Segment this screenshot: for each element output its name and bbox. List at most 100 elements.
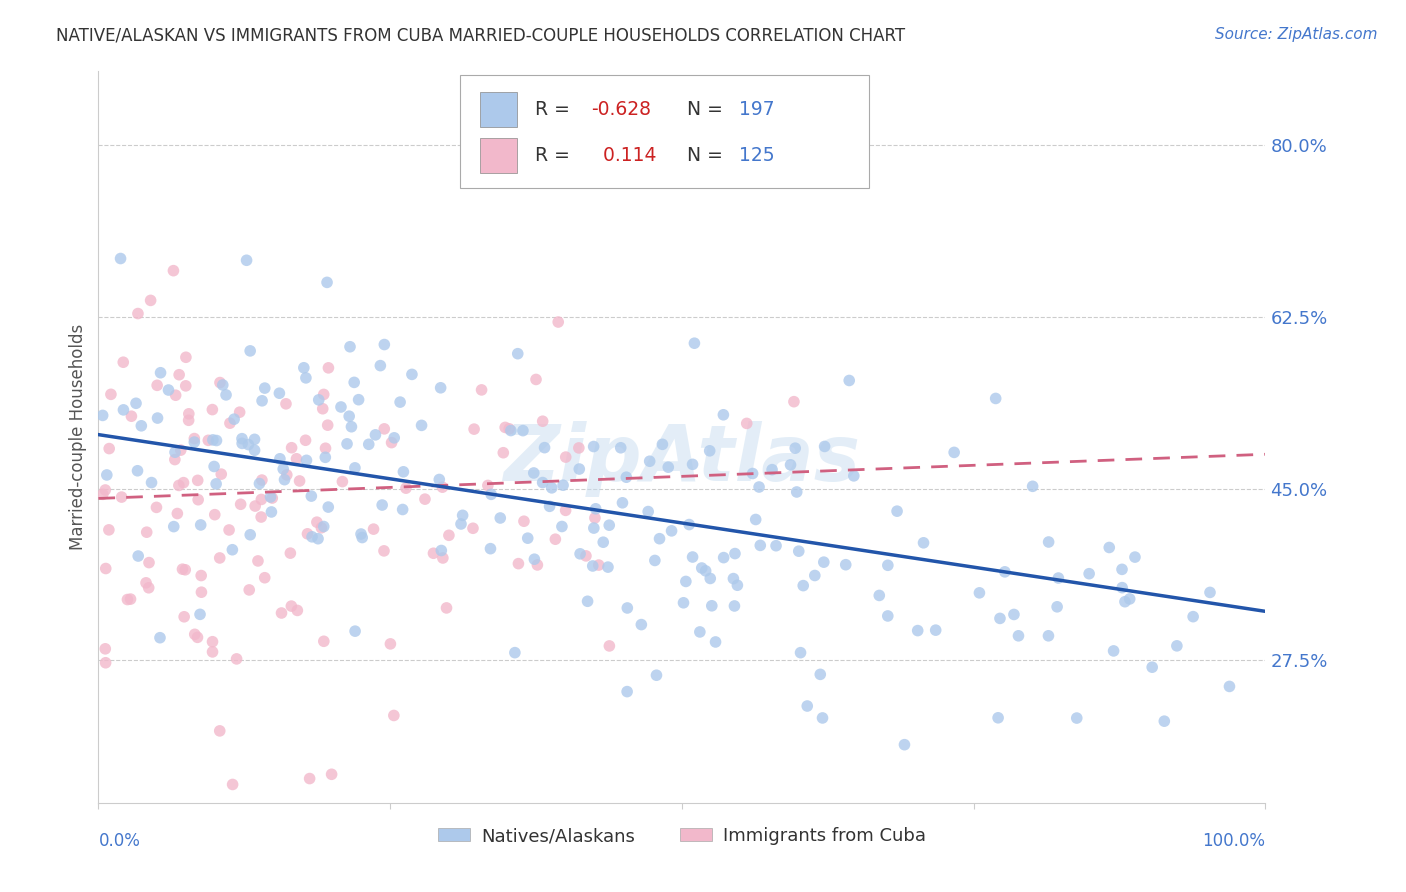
- Point: [1140, 660, 1163, 674]
- Point: [648, 532, 671, 546]
- Point: [231, 436, 253, 450]
- Point: [246, 554, 269, 568]
- Point: [699, 443, 721, 458]
- Point: [221, 777, 243, 791]
- Point: [395, 481, 418, 495]
- Point: [131, 418, 153, 433]
- Point: [250, 510, 273, 524]
- Point: [876, 609, 898, 624]
- Point: [190, 585, 212, 599]
- Point: [835, 558, 858, 572]
- Point: [598, 518, 620, 533]
- Point: [432, 480, 454, 494]
- Point: [253, 381, 276, 395]
- Point: [186, 631, 208, 645]
- Text: R =: R =: [534, 146, 575, 165]
- Point: [204, 508, 226, 522]
- Point: [792, 579, 814, 593]
- Point: [239, 528, 262, 542]
- Point: [411, 418, 433, 433]
- Point: [187, 474, 209, 488]
- Point: [250, 492, 273, 507]
- Point: [318, 360, 340, 375]
- Text: 100.0%: 100.0%: [1202, 832, 1265, 850]
- Point: [554, 450, 576, 464]
- Point: [1038, 629, 1060, 643]
- Point: [585, 501, 607, 516]
- Point: [292, 360, 315, 375]
- Point: [135, 525, 157, 540]
- Point: [288, 474, 311, 488]
- Point: [616, 601, 638, 615]
- Point: [231, 432, 253, 446]
- Point: [280, 441, 302, 455]
- Point: [174, 351, 197, 365]
- Point: [201, 402, 224, 417]
- Point: [316, 276, 339, 290]
- Point: [211, 378, 233, 392]
- Point: [187, 492, 209, 507]
- Point: [344, 624, 367, 639]
- Point: [343, 460, 366, 475]
- Point: [298, 772, 321, 786]
- Point: [135, 575, 157, 590]
- Point: [159, 806, 181, 821]
- Point: [513, 514, 536, 528]
- Point: [209, 467, 232, 482]
- Point: [1114, 595, 1136, 609]
- Point: [120, 592, 142, 607]
- Point: [1046, 599, 1069, 614]
- Point: [238, 437, 260, 451]
- Point: [430, 543, 453, 558]
- Point: [312, 401, 335, 416]
- Point: [427, 473, 450, 487]
- Point: [373, 422, 395, 436]
- Point: [183, 432, 205, 446]
- Point: [301, 530, 323, 544]
- Point: [533, 441, 555, 455]
- Point: [149, 631, 172, 645]
- Point: [170, 443, 193, 458]
- Point: [741, 467, 763, 481]
- Point: [683, 336, 706, 351]
- Point: [336, 437, 359, 451]
- Point: [125, 396, 148, 410]
- Point: [588, 558, 610, 572]
- Point: [208, 551, 231, 566]
- Point: [371, 498, 394, 512]
- Point: [224, 412, 246, 426]
- Point: [907, 624, 929, 638]
- Point: [271, 462, 294, 476]
- Point: [381, 435, 404, 450]
- Point: [422, 546, 444, 560]
- Point: [201, 645, 224, 659]
- Point: [239, 343, 262, 358]
- Point: [682, 549, 704, 564]
- Point: [489, 511, 512, 525]
- Point: [177, 407, 200, 421]
- Point: [538, 500, 561, 514]
- Point: [219, 416, 242, 430]
- Point: [94, 561, 117, 575]
- Point: [311, 521, 333, 535]
- Point: [838, 374, 860, 388]
- Point: [1007, 629, 1029, 643]
- Point: [568, 441, 591, 455]
- Point: [735, 417, 758, 431]
- Point: [723, 572, 745, 586]
- Point: [370, 359, 392, 373]
- Point: [172, 562, 194, 576]
- Point: [523, 552, 546, 566]
- Point: [786, 485, 808, 500]
- Point: [308, 392, 330, 407]
- Point: [314, 450, 336, 465]
- Point: [783, 394, 806, 409]
- Point: [813, 555, 835, 569]
- Point: [592, 535, 614, 549]
- Point: [551, 478, 574, 492]
- Point: [1199, 585, 1222, 599]
- Point: [994, 565, 1017, 579]
- Point: [503, 646, 526, 660]
- Point: [413, 492, 436, 507]
- Point: [582, 440, 605, 454]
